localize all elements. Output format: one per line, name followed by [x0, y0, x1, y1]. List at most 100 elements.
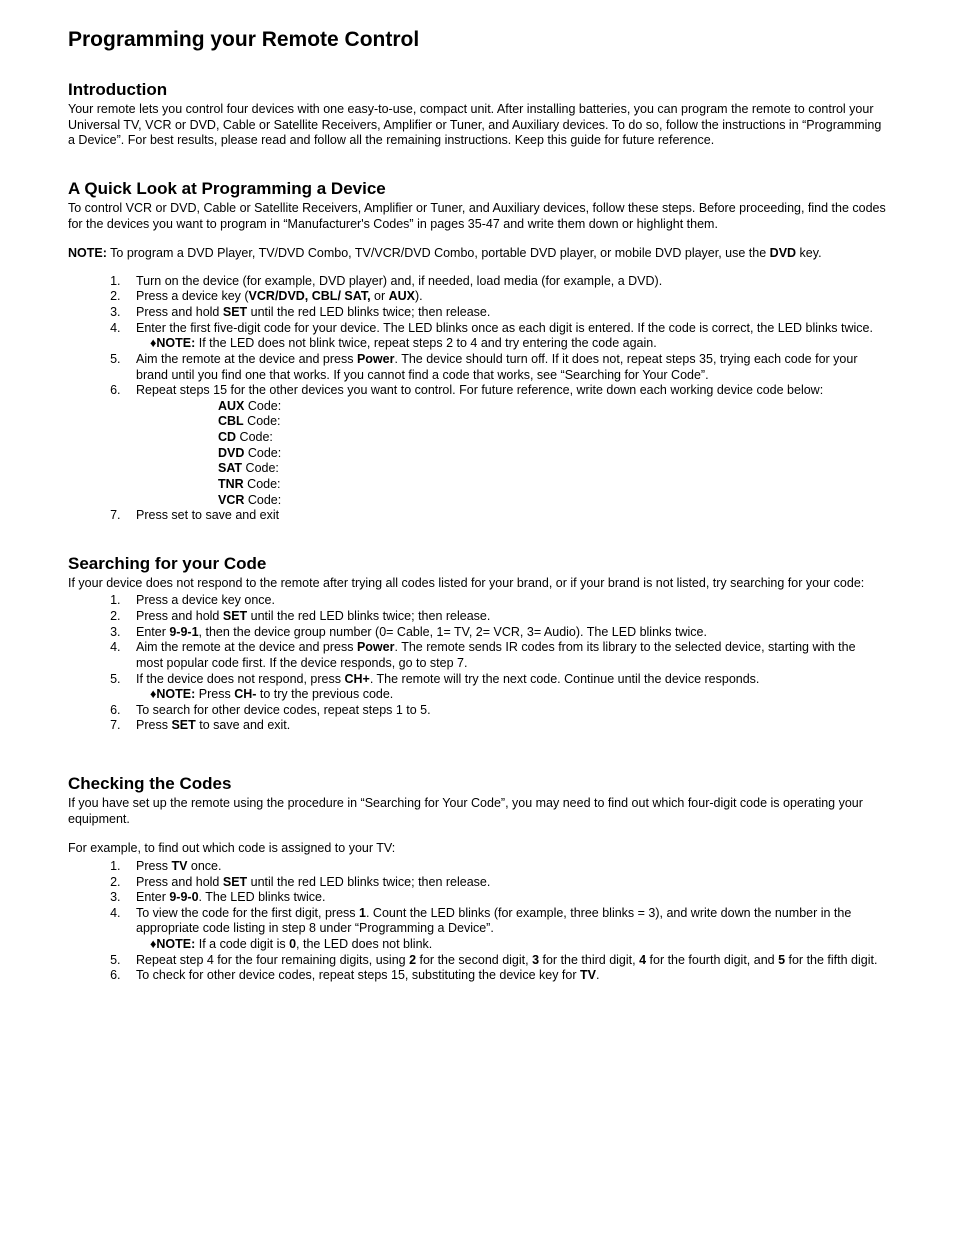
text: . — [596, 968, 599, 982]
searching-body: If your device does not respond to the r… — [68, 576, 886, 592]
text: If the device does not respond, press — [136, 672, 344, 686]
text: Code: — [244, 399, 281, 413]
text-bold: TV — [580, 968, 596, 982]
ql-step-5: Aim the remote at the device and press P… — [124, 352, 886, 383]
text: Repeat steps 15 for the other devices yo… — [136, 383, 823, 397]
ql-step-4-note: ♦NOTE: If the LED does not blink twice, … — [136, 336, 886, 352]
text: until the red LED blinks twice; then rel… — [247, 609, 490, 623]
text-bold: SET — [223, 875, 247, 889]
ql-step-6: Repeat steps 15 for the other devices yo… — [124, 383, 886, 508]
text: Code: — [244, 414, 281, 428]
text-bold: 1 — [359, 906, 366, 920]
intro-body: Your remote lets you control four device… — [68, 102, 886, 149]
code-tnr: TNR Code: — [218, 477, 886, 493]
text: Code: — [236, 430, 273, 444]
section-introduction: Introduction Your remote lets you contro… — [68, 80, 886, 149]
text: for the second digit, — [416, 953, 532, 967]
code-label: VCR — [218, 493, 244, 507]
text-bold: AUX — [389, 289, 415, 303]
heading-searching: Searching for your Code — [68, 554, 886, 574]
text: ). — [415, 289, 423, 303]
text: Press and hold — [136, 305, 223, 319]
quicklook-note: NOTE: To program a DVD Player, TV/DVD Co… — [68, 246, 886, 262]
note-label: NOTE: — [156, 687, 195, 701]
text: until the red LED blinks twice; then rel… — [247, 305, 490, 319]
sr-step-6: To search for other device codes, repeat… — [124, 703, 886, 719]
text: Aim the remote at the device and press — [136, 352, 357, 366]
code-dvd: DVD Code: — [218, 446, 886, 462]
code-label: SAT — [218, 461, 242, 475]
text: Enter — [136, 625, 169, 639]
ck-step-1: Press TV once. — [124, 859, 886, 875]
text: for the fifth digit. — [785, 953, 877, 967]
ql-step-3: Press and hold SET until the red LED bli… — [124, 305, 886, 321]
sr-step-1: Press a device key once. — [124, 593, 886, 609]
text: If the LED does not blink twice, repeat … — [195, 336, 656, 350]
note-label: NOTE: — [156, 937, 195, 951]
text: to save and exit. — [196, 718, 291, 732]
section-searching: Searching for your Code If your device d… — [68, 554, 886, 734]
ck-step-6: To check for other device codes, repeat … — [124, 968, 886, 984]
text-bold: 0 — [289, 937, 296, 951]
checking-steps: Press TV once. Press and hold SET until … — [68, 859, 886, 984]
ck-step-4: To view the code for the first digit, pr… — [124, 906, 886, 953]
text-bold: 5 — [778, 953, 785, 967]
text: to try the previous code. — [256, 687, 393, 701]
code-label: AUX — [218, 399, 244, 413]
note-label: NOTE: — [156, 336, 195, 350]
text: Press — [136, 859, 171, 873]
searching-steps: Press a device key once. Press and hold … — [68, 593, 886, 734]
text: or — [371, 289, 389, 303]
text: Press and hold — [136, 609, 223, 623]
heading-introduction: Introduction — [68, 80, 886, 100]
code-aux: AUX Code: — [218, 399, 886, 415]
text-bold: 9-9-0 — [169, 890, 198, 904]
text: , then the device group number (0= Cable… — [199, 625, 707, 639]
note-text: To program a DVD Player, TV/DVD Combo, T… — [107, 246, 770, 260]
note-bold: DVD — [770, 246, 796, 260]
text: Press and hold — [136, 875, 223, 889]
text: Enter — [136, 890, 169, 904]
text: Press — [195, 687, 234, 701]
text: If a code digit is — [195, 937, 289, 951]
text-bold: VCR/DVD, CBL/ SAT, — [249, 289, 371, 303]
text: Code: — [242, 461, 279, 475]
text: Code: — [244, 446, 281, 460]
code-label: CBL — [218, 414, 244, 428]
ck-step-4-note: ♦NOTE: If a code digit is 0, the LED doe… — [136, 937, 886, 953]
code-cbl: CBL Code: — [218, 414, 886, 430]
text-bold: CH+ — [344, 672, 369, 686]
sr-step-7: Press SET to save and exit. — [124, 718, 886, 734]
ck-step-5: Repeat step 4 for the four remaining dig… — [124, 953, 886, 969]
text: Code: — [244, 493, 281, 507]
sr-step-5-note: ♦NOTE: Press CH- to try the previous cod… — [136, 687, 886, 703]
text: until the red LED blinks twice; then rel… — [247, 875, 490, 889]
text: . The remote will try the next code. Con… — [370, 672, 760, 686]
text-bold: 9-9-1 — [169, 625, 198, 639]
text-bold: 4 — [639, 953, 646, 967]
text-bold: CH- — [234, 687, 256, 701]
note-label: NOTE: — [68, 246, 107, 260]
text-bold: Power — [357, 640, 395, 654]
document-page: Programming your Remote Control Introduc… — [0, 0, 954, 1235]
code-label: TNR — [218, 477, 244, 491]
text: Press — [136, 718, 171, 732]
code-vcr: VCR Code: — [218, 493, 886, 509]
text: To check for other device codes, repeat … — [136, 968, 580, 982]
ql-step-2: Press a device key (VCR/DVD, CBL/ SAT, o… — [124, 289, 886, 305]
checking-body: If you have set up the remote using the … — [68, 796, 886, 827]
quicklook-steps: Turn on the device (for example, DVD pla… — [68, 274, 886, 524]
text-bold: SET — [171, 718, 195, 732]
sr-step-3: Enter 9-9-1, then the device group numbe… — [124, 625, 886, 641]
ql-step-7: Press set to save and exit — [124, 508, 886, 524]
ck-step-3: Enter 9-9-0. The LED blinks twice. — [124, 890, 886, 906]
ql-step-4: Enter the first five-digit code for your… — [124, 321, 886, 352]
code-list: AUX Code: CBL Code: CD Code: DVD Code: S… — [136, 399, 886, 508]
text: Repeat step 4 for the four remaining dig… — [136, 953, 409, 967]
code-label: DVD — [218, 446, 244, 460]
checking-example: For example, to find out which code is a… — [68, 841, 886, 857]
text: . The LED blinks twice. — [199, 890, 326, 904]
code-cd: CD Code: — [218, 430, 886, 446]
ql-step-1: Turn on the device (for example, DVD pla… — [124, 274, 886, 290]
text-bold: SET — [223, 305, 247, 319]
